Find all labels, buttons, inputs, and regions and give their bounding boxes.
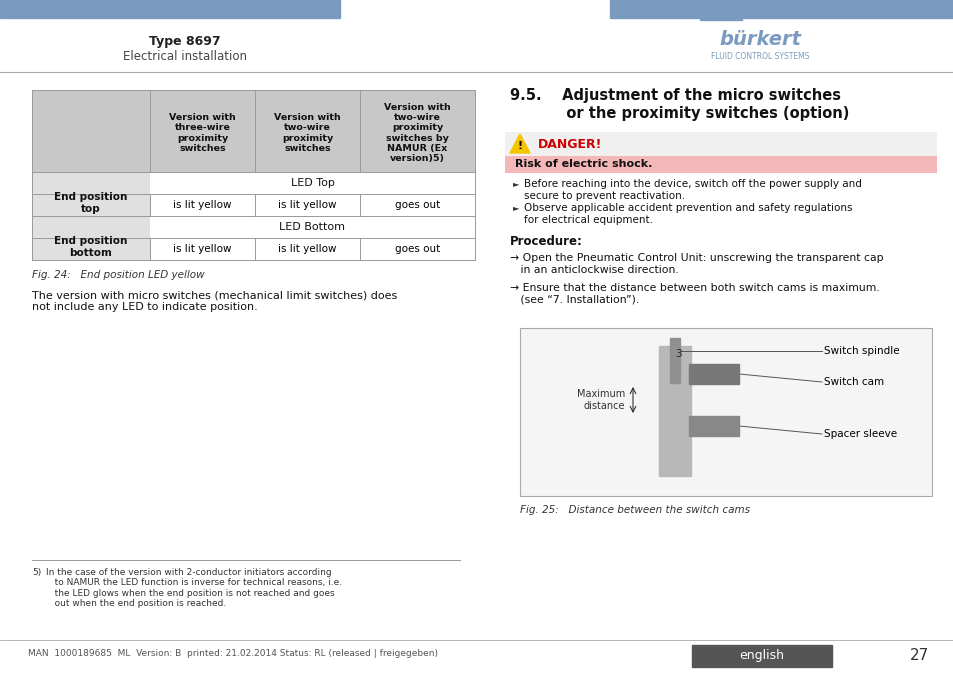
Bar [688,364,739,384]
Bar [504,132,936,156]
Text: Risk of electric shock.: Risk of electric shock. [515,159,652,169]
Text: LED Bottom: LED Bottom [279,222,345,232]
Text: In the case of the version with 2-conductor initiators according
   to NAMUR the: In the case of the version with 2-conduc… [46,568,342,608]
Text: bürkert: bürkert [719,30,801,49]
Bar [32,90,475,260]
Text: Version with
two-wire
proximity
switches by
NAMUR (Ex
version)5): Version with two-wire proximity switches… [384,102,451,164]
Text: Fig. 25:   Distance between the switch cams: Fig. 25: Distance between the switch cam… [519,505,749,515]
Text: 9.5.    Adjustment of the micro switches: 9.5. Adjustment of the micro switches [510,88,841,103]
Text: → Open the Pneumatic Control Unit: unscrewing the transparent cap
   in an antic: → Open the Pneumatic Control Unit: unscr… [510,253,882,275]
Text: MAN  1000189685  ML  Version: B  printed: 21.02.2014 Status: RL (released | frei: MAN 1000189685 ML Version: B printed: 21… [28,649,437,658]
Text: goes out: goes out [395,244,439,254]
Text: Switch spindle: Switch spindle [823,346,899,356]
Text: is lit yellow: is lit yellow [278,244,336,254]
Bar [0,0,339,18]
Polygon shape [510,134,530,153]
Text: Switch cam: Switch cam [823,377,883,387]
Text: Type 8697: Type 8697 [149,35,220,48]
Text: english: english [739,649,783,662]
Text: !: ! [517,141,522,151]
Bar [700,10,709,16]
Text: or the proximity switches (option): or the proximity switches (option) [510,106,848,121]
Text: Maximum
distance: Maximum distance [577,389,624,411]
Bar [688,416,739,436]
Text: → Ensure that the distance between both switch cams is maximum.
   (see “7. Inst: → Ensure that the distance between both … [510,283,879,305]
Bar [669,338,679,383]
Text: Before reaching into the device, switch off the power supply and
secure to preve: Before reaching into the device, switch … [523,179,861,201]
Bar [727,10,738,16]
Text: ►: ► [513,179,519,188]
Bar [32,216,150,260]
Text: Electrical installation: Electrical installation [123,50,247,63]
Bar [659,346,690,476]
Text: Procedure:: Procedure: [510,235,582,248]
Text: is lit yellow: is lit yellow [173,244,232,254]
Text: 5): 5) [32,568,41,577]
Text: ►: ► [513,203,519,212]
Bar [691,645,831,667]
Text: Version with
three-wire
proximity
switches: Version with three-wire proximity switch… [169,113,235,153]
Bar [32,90,475,172]
Text: Spacer sleeve: Spacer sleeve [823,429,896,439]
Text: FLUID CONTROL SYSTEMS: FLUID CONTROL SYSTEMS [710,52,808,61]
Text: 3: 3 [674,349,680,359]
Text: Observe applicable accident prevention and safety regulations
for electrical equ: Observe applicable accident prevention a… [523,203,852,225]
Bar [700,18,741,20]
Text: Fig. 24:   End position LED yellow: Fig. 24: End position LED yellow [32,270,204,280]
Text: Version with
two-wire
proximity
switches: Version with two-wire proximity switches [274,113,340,153]
Text: The version with micro switches (mechanical limit switches) does
not include any: The version with micro switches (mechani… [32,290,396,312]
Text: End position
bottom: End position bottom [54,236,128,258]
Bar [504,156,936,173]
Bar [32,172,150,216]
Text: goes out: goes out [395,200,439,210]
Bar [519,328,931,496]
Bar [609,0,953,18]
Text: is lit yellow: is lit yellow [278,200,336,210]
Bar [713,10,723,16]
Text: LED Top: LED Top [291,178,335,188]
Text: End position
top: End position top [54,192,128,214]
Text: 27: 27 [909,649,928,664]
Text: is lit yellow: is lit yellow [173,200,232,210]
Text: DANGER!: DANGER! [537,137,601,151]
